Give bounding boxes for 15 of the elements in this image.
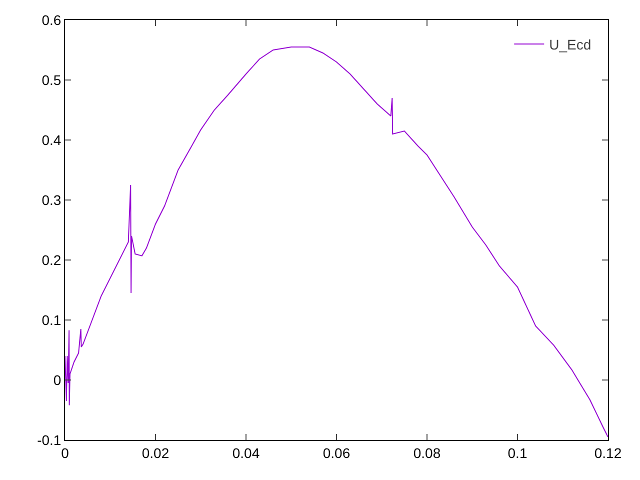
legend-label: U_Ecd	[549, 36, 592, 52]
y-tick-label: 0.2	[42, 252, 62, 268]
x-tick-label: 0.06	[322, 444, 350, 461]
y-tick-label: 0.6	[42, 12, 62, 28]
y-tick-label: 0.4	[42, 132, 62, 148]
y-tick-label: 0.3	[42, 192, 62, 208]
x-tick-label: 0.02	[142, 444, 170, 461]
y-tick-label: 0.1	[42, 312, 62, 328]
x-tick-label: 0.12	[594, 444, 622, 461]
y-tick-label: 0.5	[42, 72, 62, 88]
x-tick-label: 0.08	[413, 444, 441, 461]
y-tick-label: 0	[53, 372, 62, 388]
x-tick-label: 0.1	[508, 444, 528, 461]
x-tick-label: 0.04	[232, 444, 260, 461]
y-tick-label: -0.1	[37, 432, 62, 448]
